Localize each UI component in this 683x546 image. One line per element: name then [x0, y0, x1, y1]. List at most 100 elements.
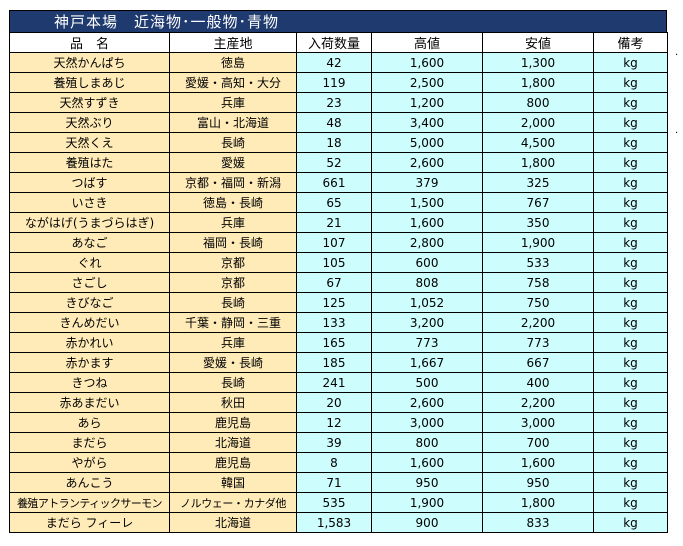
cell-high: 2,800 [371, 232, 483, 253]
cell-origin: 秋田 [169, 392, 297, 413]
cell-origin: 徳島・長崎 [169, 192, 297, 213]
cell-unit: kg [593, 412, 668, 433]
cell-unit: kg [593, 72, 668, 93]
cell-high: 900 [371, 512, 483, 533]
cell-name: いさき [9, 192, 170, 213]
edge-mark: · [675, 128, 679, 139]
table-row: ながはげ(うまづらはぎ) 兵庫 21 1,600 350 kg [9, 212, 668, 233]
cell-origin: 愛媛 [169, 152, 297, 173]
cell-quantity: 165 [296, 332, 372, 353]
table-row: きびなご 長崎 125 1,052 750 kg [9, 292, 668, 313]
cell-low: 800 [482, 92, 594, 113]
table-row: つばす 京都・福岡・新潟 661 379 325 kg [9, 172, 668, 193]
cell-low: 750 [482, 292, 594, 313]
edge-mark: · [675, 50, 679, 61]
header-low: 安値 [482, 32, 594, 53]
cell-origin: 兵庫 [169, 212, 297, 233]
cell-quantity: 661 [296, 172, 372, 193]
cell-unit: kg [593, 212, 668, 233]
header-origin: 主産地 [169, 32, 297, 53]
cell-quantity: 535 [296, 492, 372, 513]
cell-high: 1,600 [371, 212, 483, 233]
cell-name: 天然ぶり [9, 112, 170, 133]
cell-low: 2,000 [482, 112, 594, 133]
cell-name: 天然かんぱち [9, 52, 170, 73]
cell-quantity: 12 [296, 412, 372, 433]
header-row: 品 名 主産地 入荷数量 高値 安値 備考 [9, 32, 668, 53]
cell-name: つばす [9, 172, 170, 193]
cell-unit: kg [593, 272, 668, 293]
cell-quantity: 48 [296, 112, 372, 133]
cell-high: 379 [371, 172, 483, 193]
cell-high: 1,900 [371, 492, 483, 513]
cell-high: 808 [371, 272, 483, 293]
cell-low: 1,800 [482, 72, 594, 93]
cell-low: 700 [482, 432, 594, 453]
cell-name: あなご [9, 232, 170, 253]
table-row: さごし 京都 67 808 758 kg [9, 272, 668, 293]
cell-low: 3,000 [482, 412, 594, 433]
table-row: きんめだい 千葉・静岡・三重 133 3,200 2,200 kg [9, 312, 668, 333]
cell-origin: 京都 [169, 252, 297, 273]
cell-high: 1,052 [371, 292, 483, 313]
cell-unit: kg [593, 112, 668, 133]
cell-origin: 長崎 [169, 372, 297, 393]
cell-unit: kg [593, 232, 668, 253]
cell-name: 養殖しまあじ [9, 72, 170, 93]
cell-quantity: 65 [296, 192, 372, 213]
cell-unit: kg [593, 492, 668, 513]
table-row: ぐれ 京都 105 600 533 kg [9, 252, 668, 273]
cell-origin: 愛媛・高知・大分 [169, 72, 297, 93]
cell-high: 1,500 [371, 192, 483, 213]
cell-origin: 長崎 [169, 292, 297, 313]
table-row: まだら 北海道 39 800 700 kg [9, 432, 668, 453]
cell-low: 1,300 [482, 52, 594, 73]
cell-low: 2,200 [482, 312, 594, 333]
cell-quantity: 23 [296, 92, 372, 113]
cell-quantity: 20 [296, 392, 372, 413]
cell-unit: kg [593, 132, 668, 153]
cell-origin: 千葉・静岡・三重 [169, 312, 297, 333]
cell-origin: 京都 [169, 272, 297, 293]
cell-origin: 兵庫 [169, 332, 297, 353]
price-table: 品 名 主産地 入荷数量 高値 安値 備考 天然かんぱち 徳島 42 1,600 1,3… [9, 32, 668, 533]
cell-high: 2,500 [371, 72, 483, 93]
cell-origin: 愛媛・長崎 [169, 352, 297, 373]
cell-low: 325 [482, 172, 594, 193]
table-row: 赤かます 愛媛・長崎 185 1,667 667 kg [9, 352, 668, 373]
cell-quantity: 71 [296, 472, 372, 493]
cell-unit: kg [593, 252, 668, 273]
table-row: 天然すずき 兵庫 23 1,200 800 kg [9, 92, 668, 113]
table-row: 天然かんぱち 徳島 42 1,600 1,300 kg [9, 52, 668, 73]
table-row: 養殖しまあじ 愛媛・高知・大分 119 2,500 1,800 kg [9, 72, 668, 93]
cell-quantity: 105 [296, 252, 372, 273]
cell-unit: kg [593, 432, 668, 453]
cell-name: 赤あまだい [9, 392, 170, 413]
cell-high: 1,600 [371, 452, 483, 473]
sheet-title: 神戸本場 近海物･一般物･青物 [9, 10, 667, 32]
table-row: あんこう 韓国 71 950 950 kg [9, 472, 668, 493]
cell-unit: kg [593, 152, 668, 173]
cell-high: 773 [371, 332, 483, 353]
cell-unit: kg [593, 172, 668, 193]
cell-name: あら [9, 412, 170, 433]
header-high: 高値 [371, 32, 483, 53]
cell-high: 950 [371, 472, 483, 493]
cell-low: 2,200 [482, 392, 594, 413]
cell-name: 養殖はた [9, 152, 170, 173]
cell-quantity: 39 [296, 432, 372, 453]
cell-low: 1,900 [482, 232, 594, 253]
table-row: 赤かれい 兵庫 165 773 773 kg [9, 332, 668, 353]
cell-name: 赤かれい [9, 332, 170, 353]
cell-name: 養殖アトランティックサーモン [9, 492, 170, 513]
cell-unit: kg [593, 472, 668, 493]
table-row: 養殖はた 愛媛 52 2,600 1,800 kg [9, 152, 668, 173]
cell-name: まだら [9, 432, 170, 453]
cell-high: 2,600 [371, 152, 483, 173]
cell-name: きびなご [9, 292, 170, 313]
cell-unit: kg [593, 92, 668, 113]
cell-low: 950 [482, 472, 594, 493]
table-row: まだら フィーレ 北海道 1,583 900 833 kg [9, 512, 668, 533]
cell-high: 500 [371, 372, 483, 393]
cell-origin: ノルウェー・カナダ他 [169, 492, 297, 513]
